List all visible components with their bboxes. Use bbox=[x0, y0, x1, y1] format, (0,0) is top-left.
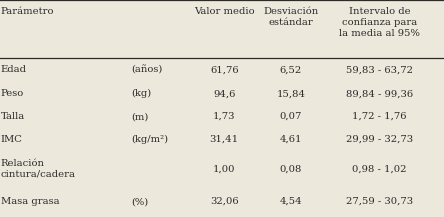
Text: Peso: Peso bbox=[1, 89, 24, 98]
Text: Masa grasa: Masa grasa bbox=[1, 197, 59, 206]
Text: 15,84: 15,84 bbox=[276, 89, 305, 98]
Text: 6,52: 6,52 bbox=[280, 65, 302, 74]
Text: 89,84 - 99,36: 89,84 - 99,36 bbox=[346, 89, 413, 98]
Text: 4,54: 4,54 bbox=[280, 197, 302, 206]
Text: (años): (años) bbox=[131, 65, 163, 74]
Text: (m): (m) bbox=[131, 112, 148, 121]
Text: 32,06: 32,06 bbox=[210, 197, 238, 206]
Text: 1,72 - 1,76: 1,72 - 1,76 bbox=[353, 112, 407, 121]
Text: Talla: Talla bbox=[1, 112, 25, 121]
Text: Desviación
estándar: Desviación estándar bbox=[263, 7, 318, 27]
Text: Parámetro: Parámetro bbox=[1, 7, 54, 15]
Text: (%): (%) bbox=[131, 197, 148, 206]
Text: 61,76: 61,76 bbox=[210, 65, 238, 74]
Text: Intervalo de
confianza para
la media al 95%: Intervalo de confianza para la media al … bbox=[339, 7, 420, 38]
Text: 0,08: 0,08 bbox=[280, 164, 302, 174]
Text: Valor medio: Valor medio bbox=[194, 7, 254, 15]
Text: IMC: IMC bbox=[1, 135, 23, 144]
Text: 29,99 - 32,73: 29,99 - 32,73 bbox=[346, 135, 413, 144]
Text: (kg): (kg) bbox=[131, 89, 151, 98]
Text: Edad: Edad bbox=[1, 65, 27, 74]
Text: 0,07: 0,07 bbox=[280, 112, 302, 121]
Text: 0,98 - 1,02: 0,98 - 1,02 bbox=[353, 164, 407, 174]
Text: Relación
cintura/cadera: Relación cintura/cadera bbox=[1, 159, 76, 179]
Text: 1,73: 1,73 bbox=[213, 112, 235, 121]
Text: (kg/m²): (kg/m²) bbox=[131, 135, 168, 144]
Text: 31,41: 31,41 bbox=[210, 135, 239, 144]
Text: 59,83 - 63,72: 59,83 - 63,72 bbox=[346, 65, 413, 74]
Text: 4,61: 4,61 bbox=[280, 135, 302, 144]
Text: 27,59 - 30,73: 27,59 - 30,73 bbox=[346, 197, 413, 206]
Text: 94,6: 94,6 bbox=[213, 89, 235, 98]
Text: 1,00: 1,00 bbox=[213, 164, 235, 174]
